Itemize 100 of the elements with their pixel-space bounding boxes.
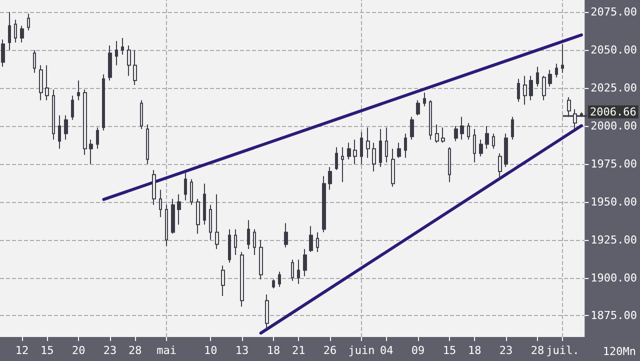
candlestick bbox=[523, 75, 527, 106]
x-tick-label: 15 bbox=[442, 344, 456, 357]
candlestick bbox=[504, 133, 508, 168]
candlestick bbox=[20, 25, 24, 44]
candlestick bbox=[498, 152, 502, 180]
candlestick bbox=[203, 183, 206, 226]
candlestick bbox=[548, 69, 552, 88]
candlestick bbox=[410, 116, 414, 140]
x-tick-label: 26 bbox=[323, 344, 337, 357]
candlestick bbox=[379, 128, 382, 168]
candlestick bbox=[360, 132, 363, 164]
candlestick bbox=[341, 146, 344, 183]
y-tick-label: 1925.00 bbox=[590, 233, 637, 246]
candlestick bbox=[278, 271, 281, 288]
x-tick-label: juil. bbox=[546, 344, 580, 357]
candlestick bbox=[171, 198, 175, 234]
x-tick-label: 09 bbox=[411, 344, 425, 357]
candlestick bbox=[303, 248, 307, 277]
candlestick bbox=[284, 222, 288, 248]
candlestick bbox=[221, 265, 225, 297]
candlestick bbox=[71, 95, 74, 120]
y-tick-label: 1900.00 bbox=[590, 271, 637, 284]
candlestick bbox=[473, 128, 476, 163]
x-tick-label: 20 bbox=[72, 344, 86, 357]
x-tick-label: mai bbox=[156, 344, 177, 357]
candlestick bbox=[542, 75, 546, 101]
candlestick bbox=[291, 259, 294, 282]
candlestick bbox=[372, 142, 376, 172]
candlestick bbox=[77, 80, 80, 101]
candlestick bbox=[14, 19, 17, 44]
candlestick bbox=[561, 44, 564, 74]
x-tick-label: 18 bbox=[266, 344, 280, 357]
candlestick bbox=[580, 112, 583, 118]
candlestick bbox=[33, 50, 36, 74]
candlestick bbox=[479, 139, 483, 157]
candlestick bbox=[190, 178, 193, 206]
y-tick-label: 1950.00 bbox=[590, 195, 637, 208]
candlestick bbox=[429, 100, 432, 140]
candlestick bbox=[555, 63, 558, 78]
candlestick bbox=[573, 108, 577, 130]
candlestick bbox=[485, 125, 489, 150]
x-tick-label: 28 bbox=[128, 344, 142, 357]
candlestick bbox=[121, 37, 124, 56]
candlestick bbox=[152, 170, 156, 206]
candlestick bbox=[492, 133, 495, 150]
candlestick bbox=[177, 194, 181, 226]
y-tick-label: 2000.00 bbox=[590, 119, 637, 132]
candlestick bbox=[96, 127, 99, 150]
candlestick bbox=[240, 251, 244, 308]
y-tick-label: 2025.00 bbox=[590, 82, 637, 95]
candlestick bbox=[309, 226, 313, 252]
text: 120Mn bbox=[602, 345, 636, 358]
candlestick bbox=[366, 127, 370, 158]
candlestick bbox=[467, 122, 470, 140]
candlestick bbox=[127, 45, 131, 76]
candlestick bbox=[536, 66, 539, 88]
y-tick-label: 2075.00 bbox=[590, 6, 637, 19]
candlestick bbox=[228, 228, 231, 264]
candlestick bbox=[1, 38, 5, 68]
candlestick bbox=[397, 142, 401, 158]
candlestick bbox=[460, 116, 464, 140]
x-tick-label: 04 bbox=[380, 344, 394, 357]
candlestick bbox=[108, 45, 112, 81]
candlestick bbox=[416, 100, 420, 116]
candlestick bbox=[215, 194, 219, 250]
y-tick-label: 1875.00 bbox=[590, 309, 637, 322]
candlestick bbox=[115, 40, 118, 66]
candlestick bbox=[297, 259, 300, 284]
x-tick-label: 10 bbox=[204, 344, 218, 357]
candlestick bbox=[391, 148, 395, 188]
candlestick bbox=[328, 166, 332, 190]
candlestick bbox=[441, 127, 445, 144]
candlestick bbox=[435, 124, 439, 144]
candlestick bbox=[423, 92, 426, 107]
candlestick bbox=[404, 133, 407, 158]
candlestick bbox=[83, 89, 87, 156]
candlestick bbox=[52, 89, 55, 140]
candlestick bbox=[39, 64, 43, 101]
candlestick bbox=[234, 228, 237, 256]
candlestick bbox=[511, 116, 514, 140]
x-tick-label: 18 bbox=[468, 344, 482, 357]
x-tick-label: 23 bbox=[103, 344, 117, 357]
x-tick-label: juin bbox=[348, 344, 375, 357]
candlestick bbox=[265, 294, 269, 330]
candlestick bbox=[567, 96, 571, 118]
x-tick-label: 12 bbox=[15, 344, 29, 357]
x-tick-label: 28 bbox=[530, 344, 544, 357]
candlestick bbox=[529, 75, 533, 101]
candlestick bbox=[353, 139, 357, 164]
candlestick bbox=[140, 100, 143, 130]
candlestick bbox=[8, 12, 11, 51]
y-tick-label: 2050.00 bbox=[590, 44, 637, 57]
candlestick bbox=[209, 204, 212, 240]
candlestick bbox=[159, 189, 162, 218]
candlestick bbox=[184, 171, 187, 201]
candlestick bbox=[27, 13, 30, 31]
candlestick bbox=[316, 232, 319, 252]
x-tick-label: 21 bbox=[292, 344, 306, 357]
candlestick bbox=[448, 146, 451, 183]
candlestick bbox=[253, 228, 256, 256]
